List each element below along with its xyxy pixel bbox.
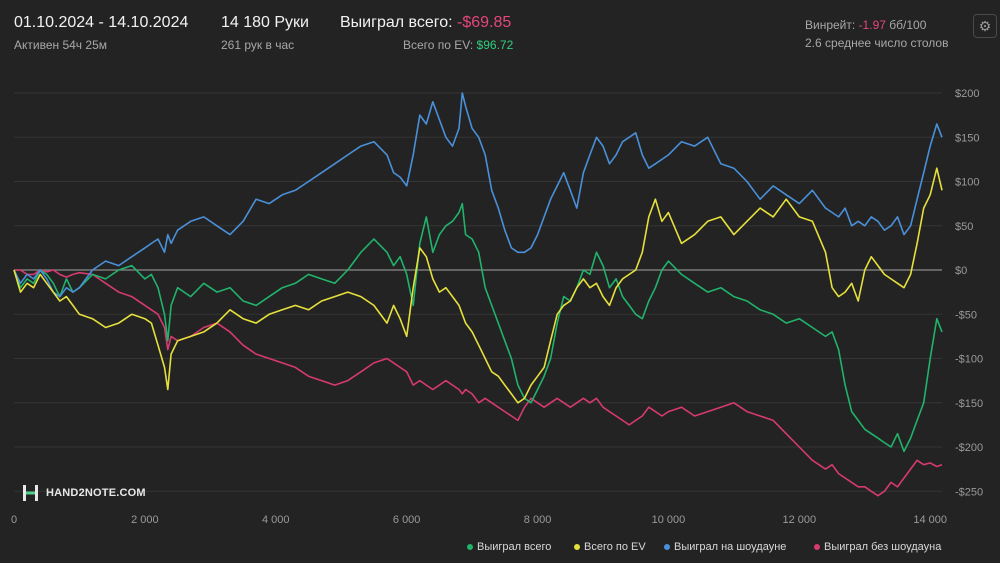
legend-item-ev-total[interactable]: Всего по EV — [574, 541, 646, 553]
x-tick-label: 12 000 — [783, 514, 817, 526]
chart-series — [13, 92, 943, 497]
legend-label: Выиграл всего — [477, 541, 552, 553]
legend-dot — [664, 544, 670, 550]
y-axis-ticks: $200 $150 $100 $50 $0 -$50 -$100 -$150 -$200 -$25… — [955, 88, 983, 498]
y-tick-label: -$250 — [955, 486, 983, 498]
x-tick-label: 0 — [11, 514, 17, 526]
won-total-label: Выиграл всего: — [340, 14, 453, 31]
y-tick-label: $50 — [955, 221, 973, 233]
legend-item-non-showdown[interactable]: Выиграл без шоудауна — [814, 541, 941, 553]
logo-text: HAND2NOTE.COM — [46, 487, 146, 499]
won-total: Выиграл всего: -$69.85 — [340, 14, 511, 32]
hands-count: 14 180 Руки — [221, 14, 309, 31]
legend-label: Выиграл на шоудауне — [674, 541, 787, 553]
series-won-total-line — [13, 202, 943, 453]
legend-item-won-total[interactable]: Выиграл всего — [467, 541, 551, 553]
legend-dot — [574, 544, 580, 550]
date-range[interactable]: 01.10.2024 - 14.10.2024 — [14, 14, 189, 31]
hand2note-logo: HAND2NOTE.COM — [22, 483, 146, 503]
y-tick-label: -$50 — [955, 309, 977, 321]
active-time: Активен 54ч 25м — [14, 38, 107, 52]
series-showdown-line — [13, 92, 943, 298]
x-tick-label: 8 000 — [524, 514, 552, 526]
winrate-label: Винрейт: — [805, 18, 856, 32]
ev-total-value: $96.72 — [476, 38, 514, 52]
y-tick-label: $0 — [955, 265, 967, 277]
y-tick-label: $150 — [955, 132, 979, 144]
winrate-unit: бб/100 — [889, 18, 927, 32]
legend-dot — [814, 544, 820, 550]
legend-item-showdown[interactable]: Выиграл на шоудауне — [664, 541, 786, 553]
y-tick-label: $100 — [955, 177, 979, 189]
ev-total: Всего по EV: $96.72 — [403, 38, 513, 52]
x-axis-ticks: 0 2 000 4 000 6 000 8 000 10 000 12 000 14 000 — [11, 514, 947, 526]
hands-per-hour: 261 рук в час — [221, 38, 295, 52]
y-tick-label: -$200 — [955, 442, 983, 454]
avg-tables: 2.6 среднее число столов — [805, 36, 949, 50]
series-ev-total-line — [13, 167, 943, 404]
x-tick-label: 14 000 — [913, 514, 947, 526]
legend-dot — [467, 544, 473, 550]
legend-label: Выиграл без шоудауна — [824, 541, 942, 553]
legend-label: Всего по EV — [584, 541, 646, 553]
x-tick-label: 4 000 — [262, 514, 290, 526]
y-tick-label: -$100 — [955, 354, 983, 366]
chart-grid — [14, 92, 942, 492]
won-total-value: -$69.85 — [457, 14, 512, 31]
winrate-value: -1.97 — [858, 18, 886, 32]
hand2note-logo-icon — [23, 485, 38, 501]
y-tick-label: -$150 — [955, 398, 983, 410]
winrate: Винрейт: -1.97 бб/100 — [805, 18, 926, 32]
x-tick-label: 10 000 — [652, 514, 686, 526]
series-non-showdown-line — [14, 269, 943, 497]
gear-icon[interactable]: ⚙ — [973, 14, 997, 38]
y-tick-label: $200 — [955, 88, 979, 100]
x-tick-label: 6 000 — [393, 514, 421, 526]
ev-total-label: Всего по EV: — [403, 38, 474, 52]
x-tick-label: 2 000 — [131, 514, 159, 526]
